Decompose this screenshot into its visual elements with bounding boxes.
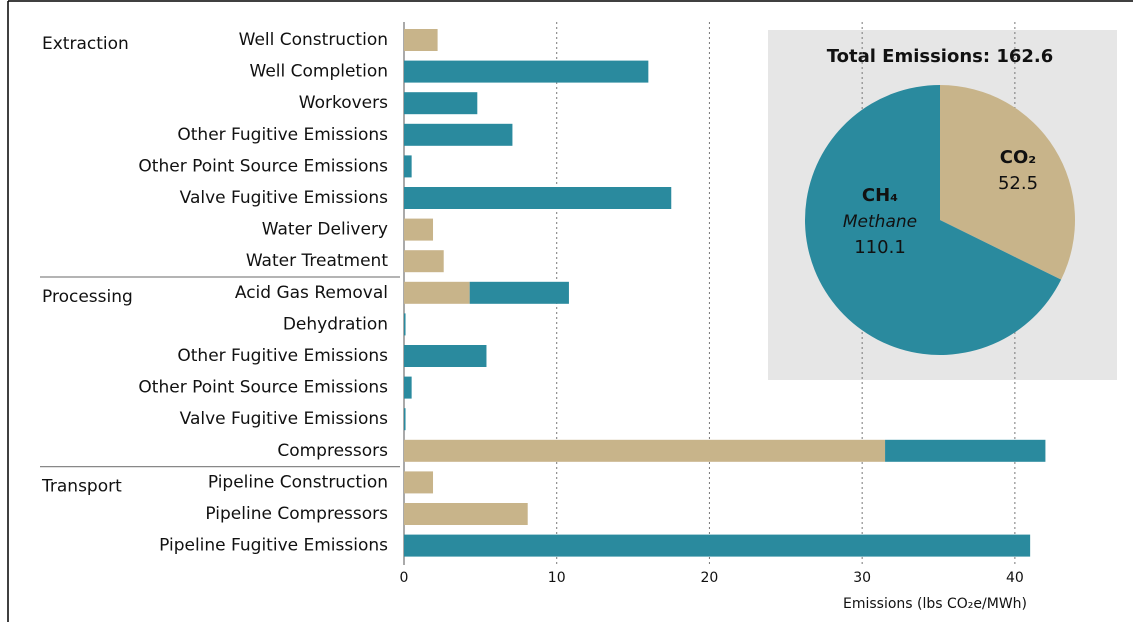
slice-label: CO₂ [1000,147,1036,168]
y-tick-label: Dehydration [283,314,388,334]
group-label: Processing [42,287,133,307]
bar [404,439,886,462]
bar [404,281,470,304]
bar [404,155,412,178]
y-tick-label: Well Construction [239,30,388,50]
bar [404,187,672,209]
y-tick-label: Other Point Source Emissions [138,378,388,398]
y-tick-label: Well Completion [250,62,389,82]
x-tick-label: 20 [701,570,719,586]
bar [404,376,412,399]
y-tick-label: Valve Fugitive Emissions [180,188,388,208]
slice-value: 52.5 [998,173,1038,194]
group-label: Transport [41,476,122,496]
bar [404,471,434,494]
y-tick-label: Workovers [299,93,388,113]
y-tick-label: Pipeline Compressors [205,504,388,524]
y-tick-label: Compressors [277,441,388,461]
bar [404,123,513,146]
bar [404,503,528,525]
bar [404,408,406,431]
pie-slice [805,85,1062,355]
bar [404,250,444,273]
pie-slice [940,85,1075,280]
y-tick-label: Other Fugitive Emissions [177,346,388,366]
y-tick-label: Other Point Source Emissions [138,156,388,176]
pie-title: Total Emissions: 162.6 [827,46,1054,67]
slice-value: 110.1 [854,237,906,258]
bar [469,281,569,304]
y-tick-label: Acid Gas Removal [235,283,388,303]
slice-annotation: Methane [843,212,917,232]
bar [404,29,438,51]
y-tick-label: Other Fugitive Emissions [177,125,388,145]
y-tick-label: Water Delivery [262,220,388,240]
bar [404,345,487,367]
y-tick-label: Pipeline Construction [208,472,388,492]
bar [404,534,1031,557]
x-axis-label: Emissions (lbs CO₂e/MWh) [843,596,1027,612]
bar [404,60,649,83]
x-tick-label: 30 [853,570,871,586]
bar [404,92,478,115]
y-tick-label: Pipeline Fugitive Emissions [159,536,388,556]
x-tick-label: 40 [1006,570,1024,586]
group-label: Extraction [42,34,129,54]
bar [404,218,434,241]
bar [404,313,406,336]
y-tick-label: Valve Fugitive Emissions [180,409,388,429]
slice-label: CH₄ [862,185,898,206]
y-tick-label: Water Treatment [246,251,388,271]
x-tick-label: 0 [400,570,409,586]
bar [885,439,1046,462]
x-tick-label: 10 [548,570,566,586]
